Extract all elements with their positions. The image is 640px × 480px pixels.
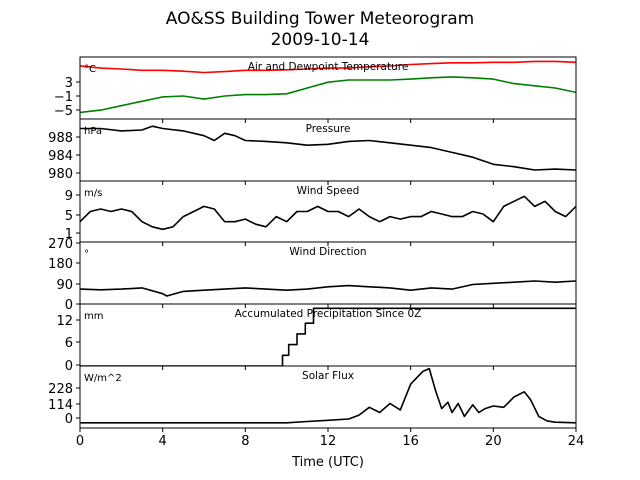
panel-5-series-0-line xyxy=(80,367,576,424)
panel-0-ytick-0: 3 xyxy=(65,76,73,91)
panel-2-series-0-line xyxy=(80,195,576,231)
panel-1-unit: hPa xyxy=(84,126,102,137)
panel-0-ytick-2: −5 xyxy=(54,104,73,119)
panel-4-ytick-1: 6 xyxy=(65,336,73,351)
panel-4-ytick-0: 12 xyxy=(56,314,73,329)
panel-5-unit: W/m^2 xyxy=(84,373,122,384)
panel-5-ytick-1: 114 xyxy=(48,398,73,413)
panel-3-series-0-line xyxy=(80,280,576,297)
panel-3-ytick-0: 270 xyxy=(48,237,73,252)
chart-title: AO&SS Building Tower Meteorogram xyxy=(166,9,474,29)
panels-group: Air and Dewpoint Temperature°C3−1−5Press… xyxy=(48,56,577,432)
x-tick-1: 4 xyxy=(159,434,167,449)
panel-3-unit: ° xyxy=(84,249,89,260)
panel-0-title: Air and Dewpoint Temperature xyxy=(248,61,409,73)
panel-0-ytick-1: −1 xyxy=(54,90,73,105)
panel-4-ytick-2: 0 xyxy=(65,359,73,374)
panel-2-unit: m/s xyxy=(84,188,102,199)
panel-3-ytick-3: 0 xyxy=(65,298,73,313)
x-tick-6: 24 xyxy=(568,434,585,449)
panel-5-series xyxy=(80,367,576,424)
panel-3: Wind Direction ° 270 180 90 0 xyxy=(48,237,577,313)
panel-2-ytick-2: 1 xyxy=(65,227,73,242)
panel-3-ytick-2: 90 xyxy=(56,278,73,293)
panel-0-series-0-line xyxy=(80,60,576,74)
panel-2: Wind Speed m/s 9 5 1 xyxy=(65,180,577,246)
panel-4-series xyxy=(80,307,576,366)
panel-1-title: Pressure xyxy=(306,123,351,135)
x-tick-4: 16 xyxy=(402,434,419,449)
x-tick-2: 8 xyxy=(241,434,249,449)
panel-5-title: Solar Flux xyxy=(302,370,354,382)
panel-1-series-0-line xyxy=(80,125,576,171)
x-tick-3: 12 xyxy=(320,434,337,449)
panel-2-series xyxy=(80,195,576,231)
panel-0-series-1-line xyxy=(80,76,576,114)
panel-4-unit: mm xyxy=(84,311,103,322)
panel-5-ytick-2: 0 xyxy=(65,412,73,427)
panel-0-series xyxy=(80,60,576,114)
panel-3-ytick-1: 180 xyxy=(48,257,73,272)
x-tick-0: 0 xyxy=(76,434,84,449)
panel-3-series xyxy=(80,280,576,297)
panel-2-ytick-1: 5 xyxy=(65,209,73,224)
panel-5-ytick-0: 228 xyxy=(48,382,73,397)
panel-0: Air and Dewpoint Temperature °C 3−1−5 xyxy=(54,56,577,123)
chart-subtitle: 2009-10-14 xyxy=(271,30,370,50)
panel-1: Pressure hPa 988 984 980 xyxy=(48,118,577,185)
panel-1-ytick-2: 980 xyxy=(48,167,73,182)
panel-0-unit: °C xyxy=(84,64,96,75)
panel-2-ytick-0: 9 xyxy=(65,189,73,204)
panel-4-series-0-line xyxy=(80,307,576,366)
panel-1-ytick-1: 984 xyxy=(48,149,73,164)
panel-1-series xyxy=(80,125,576,171)
panel-2-title: Wind Speed xyxy=(297,185,360,197)
panel-1-ytick-0: 988 xyxy=(48,131,73,146)
panel-4: Accumulated Precipitation Since 0Z mm 12 6 0 xyxy=(56,303,577,374)
x-axis: 0 4 8 12 16 20 24 xyxy=(76,434,584,449)
panel-4-title: Accumulated Precipitation Since 0Z xyxy=(235,308,422,320)
x-tick-5: 20 xyxy=(485,434,502,449)
panel-3-title: Wind Direction xyxy=(289,246,366,258)
x-axis-label: Time (UTC) xyxy=(291,455,364,470)
